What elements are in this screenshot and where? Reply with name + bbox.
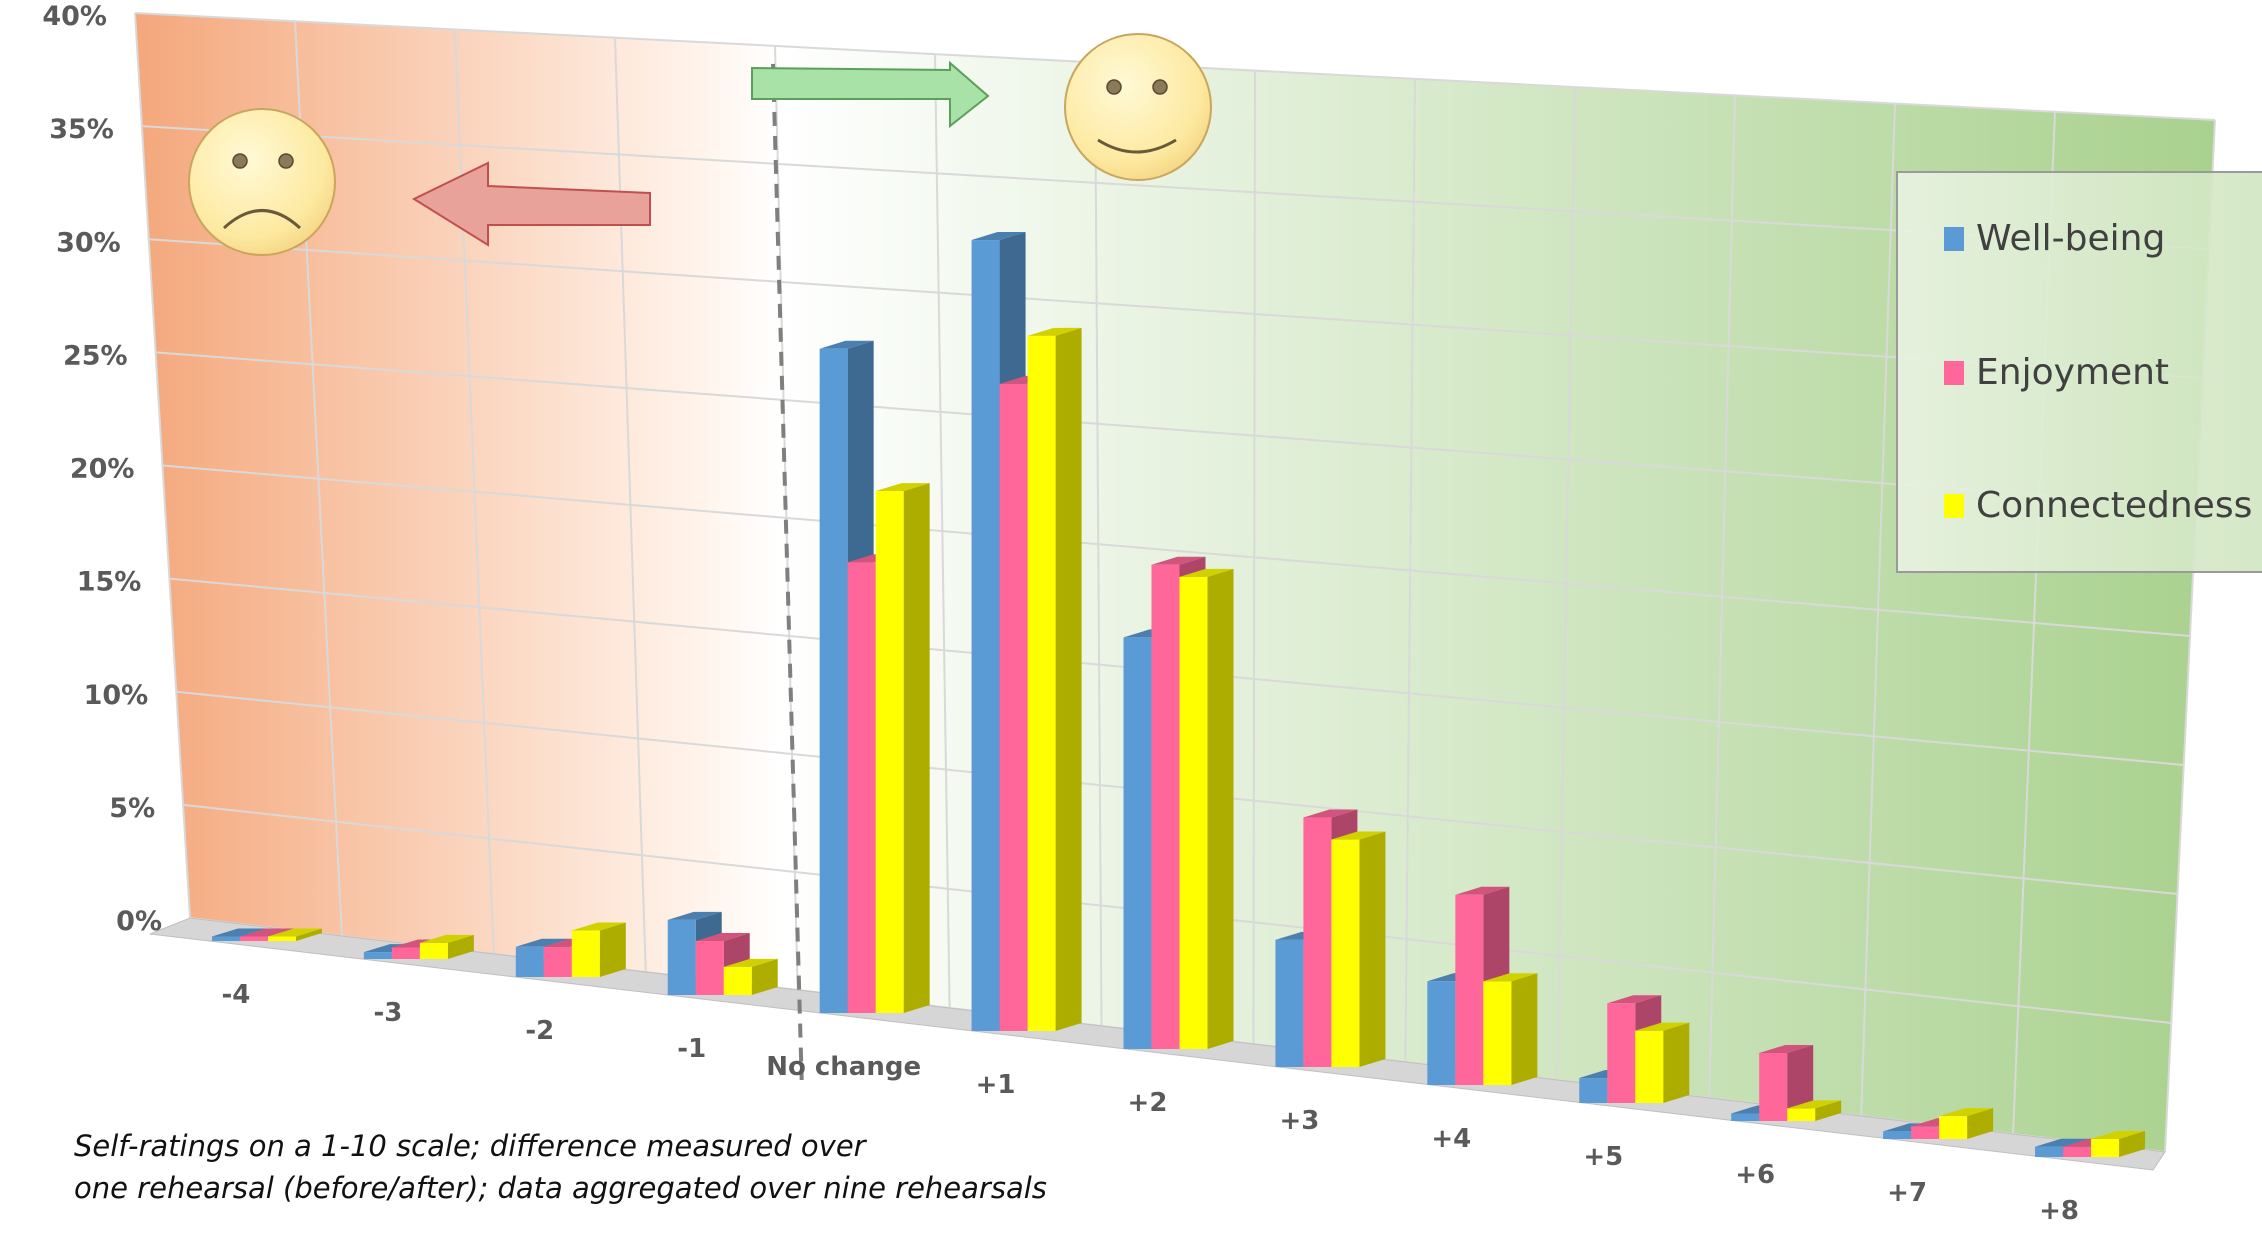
right-arrow-icon (751, 60, 990, 129)
vertical-gridline (1708, 95, 1736, 1099)
chart-note: Self-ratings on a 1-10 scale; difference… (74, 1129, 1047, 1205)
y-tick-label: 15% (77, 567, 142, 598)
y-tick-label: 35% (49, 114, 114, 145)
legend-label-well-being: Well-being (1976, 218, 2165, 259)
vertical-gridline (1252, 70, 1256, 1045)
bar-connectedness-1 (419, 934, 474, 959)
bar-connectedness-11 (1939, 1108, 1994, 1139)
bar-connectedness-9 (1635, 1022, 1690, 1103)
x-tick-label: +8 (2039, 1196, 2079, 1226)
left-arrow-icon (411, 161, 651, 247)
legend-swatch-connectedness (1944, 494, 1964, 518)
horizontal-gridline (141, 125, 2209, 250)
y-tick-label: 30% (56, 227, 121, 258)
x-tick-label: -4 (222, 980, 251, 1010)
legend-swatch-well-being (1944, 227, 1964, 251)
x-tick-label: +2 (1128, 1088, 1168, 1118)
bars (211, 232, 2146, 1157)
horizontal-gridline (148, 238, 2203, 379)
y-tick-label: 10% (84, 680, 149, 711)
y-tick-label: 40% (42, 1, 107, 32)
bar-connectedness-6 (1179, 568, 1234, 1049)
legend-label-connectedness: Connectedness (1976, 485, 2252, 526)
note-line-2: one rehearsal (before/after); data aggre… (74, 1171, 1047, 1205)
x-tick-label: +3 (1279, 1106, 1319, 1136)
x-tick-label: +7 (1887, 1178, 1927, 1208)
bar-connectedness-8 (1483, 973, 1538, 1085)
vertical-gridline (1094, 62, 1103, 1027)
x-tick-label: No change (766, 1052, 921, 1082)
bar-enjoyment-10 (1759, 1044, 1814, 1121)
bar-connectedness-5 (1027, 327, 1082, 1032)
legend-swatch-enjoyment (1944, 361, 1964, 385)
bar-connectedness-12 (2091, 1131, 2146, 1157)
y-tick-label: 5% (109, 793, 155, 824)
vertical-gridline (1860, 103, 1896, 1117)
vertical-gridline (134, 12, 191, 919)
bar-connectedness-4 (875, 483, 930, 1013)
horizontal-gridline (162, 464, 2191, 637)
legend: Well-being Enjoyment Connectedness (1896, 171, 2262, 573)
x-tick-label: +5 (1583, 1142, 1623, 1172)
y-tick-label: 20% (70, 454, 135, 485)
bar-connectedness-2 (571, 922, 626, 977)
y-tick-label: 25% (63, 340, 128, 371)
horizontal-gridline (155, 351, 2197, 508)
y-axis-ticks: 0% 5% 10% 15% 20% 25% 30% 35% 40% (42, 1, 162, 937)
x-tick-label: +1 (976, 1070, 1016, 1100)
bar-connectedness-0 (267, 928, 322, 941)
note-line-1: Self-ratings on a 1-10 scale; difference… (74, 1129, 868, 1163)
y-tick-label: 0% (116, 906, 162, 937)
x-tick-label: -3 (373, 998, 402, 1028)
bar-connectedness-10 (1787, 1100, 1842, 1121)
vertical-gridline (1404, 78, 1416, 1063)
sad-face-icon (188, 108, 336, 256)
x-tick-label: +6 (1735, 1160, 1775, 1190)
no-change-divider (771, 63, 804, 1081)
legend-label-enjoyment: Enjoyment (1976, 352, 2169, 393)
x-tick-label: +4 (1431, 1124, 1471, 1154)
vertical-gridline (1556, 87, 1576, 1081)
bar-connectedness-7 (1331, 831, 1386, 1067)
bar-connectedness-3 (723, 958, 778, 995)
happy-face-icon (1064, 33, 1212, 181)
x-axis-ticks: -4 -3 -2 -1 No change +1 +2 +3 +4 +5 +6 +7 +8 (222, 980, 2079, 1226)
vertical-gridline (934, 54, 951, 1009)
x-tick-label: -2 (525, 1016, 554, 1046)
x-tick-label: -1 (677, 1034, 706, 1064)
divider-line (771, 63, 804, 1081)
